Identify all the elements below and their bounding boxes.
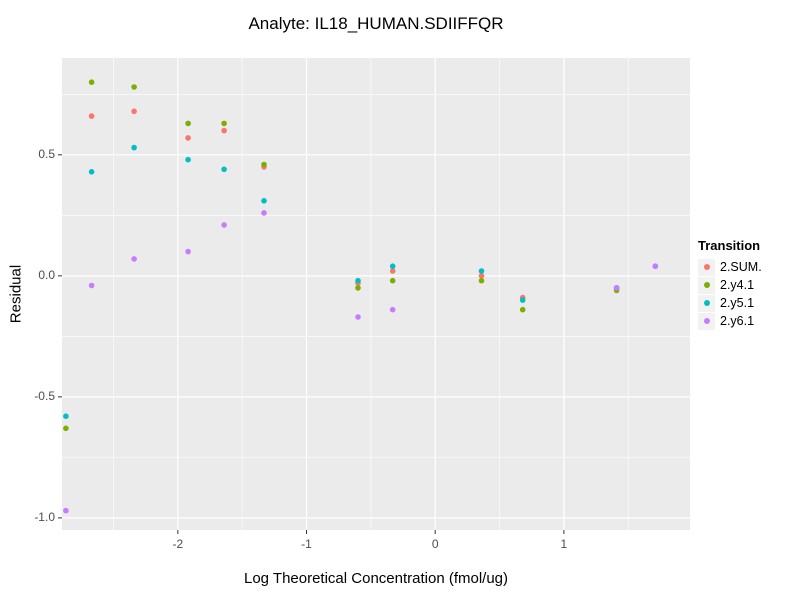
data-point-2.y4.1: [519, 306, 526, 313]
data-point-2.y6.1: [88, 282, 95, 289]
data-point-2.SUM.: [221, 127, 227, 134]
data-point-2.y5.1: [131, 144, 137, 151]
data-point-2.y6.1: [131, 256, 137, 262]
data-point-2.y5.1: [478, 268, 485, 274]
data-point-2.y4.1: [355, 285, 361, 291]
legend-label: 2.y6.1: [720, 314, 755, 328]
data-point-2.y5.1: [185, 156, 191, 163]
data-point-2.y6.1: [221, 222, 227, 228]
legend-key: [698, 276, 715, 294]
data-point-2.y5.1: [63, 413, 69, 420]
data-point-2.y4.1: [131, 84, 137, 90]
data-point-2.SUM.: [88, 113, 95, 119]
legend-item: 2.y6.1: [698, 312, 762, 330]
data-point-2.y5.1: [221, 166, 227, 173]
data-point-2.SUM.: [478, 273, 485, 279]
x-tick-label: -1: [301, 537, 312, 551]
legend-label: 2.y5.1: [720, 296, 755, 310]
legend-key: [698, 294, 715, 312]
data-point-2.y6.1: [613, 285, 620, 291]
data-point-2.y4.1: [185, 120, 191, 127]
data-point-2.y6.1: [63, 507, 69, 514]
x-tick-label: 1: [560, 537, 568, 551]
data-point-2.y5.1: [389, 263, 396, 270]
data-point-2.y6.1: [185, 248, 191, 255]
data-point-2.y4.1: [88, 79, 95, 85]
data-point-2.y4.1: [63, 425, 69, 432]
legend-key: [698, 312, 715, 330]
legend-item: 2.y5.1: [698, 294, 762, 312]
data-point-2.y4.1: [389, 277, 396, 284]
legend-label: 2.y4.1: [720, 278, 755, 292]
x-tick-label: 0: [431, 537, 439, 551]
y-tick-label: 0.5: [38, 146, 55, 161]
data-point-2.y4.1: [221, 120, 227, 127]
y-tick-label: 0.0: [38, 267, 55, 282]
legend-color-dot: [703, 300, 710, 306]
data-point-2.y5.1: [88, 169, 95, 175]
data-point-2.y5.1: [261, 198, 267, 204]
data-point-2.y6.1: [355, 314, 361, 320]
data-point-2.y6.1: [652, 263, 659, 270]
legend-label: 2.SUM.: [720, 260, 762, 274]
data-point-2.SUM.: [185, 135, 191, 141]
data-point-2.y5.1: [519, 297, 526, 303]
legend-key: [698, 258, 715, 276]
legend-item: 2.SUM.: [698, 258, 762, 276]
legend-items: 2.SUM. 2.y4.1 2.y5.1 2.y6.1: [698, 258, 762, 330]
plot-title: Analyte: IL18_HUMAN.SDIIFFQR: [248, 14, 504, 33]
legend-color-dot: [703, 264, 710, 270]
y-tick-label: -0.5: [34, 388, 55, 403]
y-tick-label: -1.0: [34, 509, 55, 524]
data-point-2.y6.1: [261, 210, 267, 216]
x-tick-label: -2: [172, 537, 184, 551]
data-point-2.y6.1: [389, 306, 396, 313]
data-point-2.SUM.: [131, 108, 137, 115]
data-point-2.y5.1: [355, 277, 361, 284]
panel-background: [62, 58, 690, 530]
data-point-2.y4.1: [478, 277, 485, 284]
legend: Transition 2.SUM. 2.y4.1 2.y5.1 2.y6.1: [698, 238, 762, 330]
x-axis-title: Log Theoretical Concentration (fmol/ug): [243, 570, 509, 587]
legend-title: Transition: [698, 238, 761, 253]
data-point-2.SUM.: [389, 268, 396, 274]
data-point-2.y4.1: [261, 161, 267, 168]
legend-color-dot: [703, 318, 710, 324]
legend-color-dot: [703, 282, 710, 288]
legend-item: 2.y4.1: [698, 276, 762, 294]
